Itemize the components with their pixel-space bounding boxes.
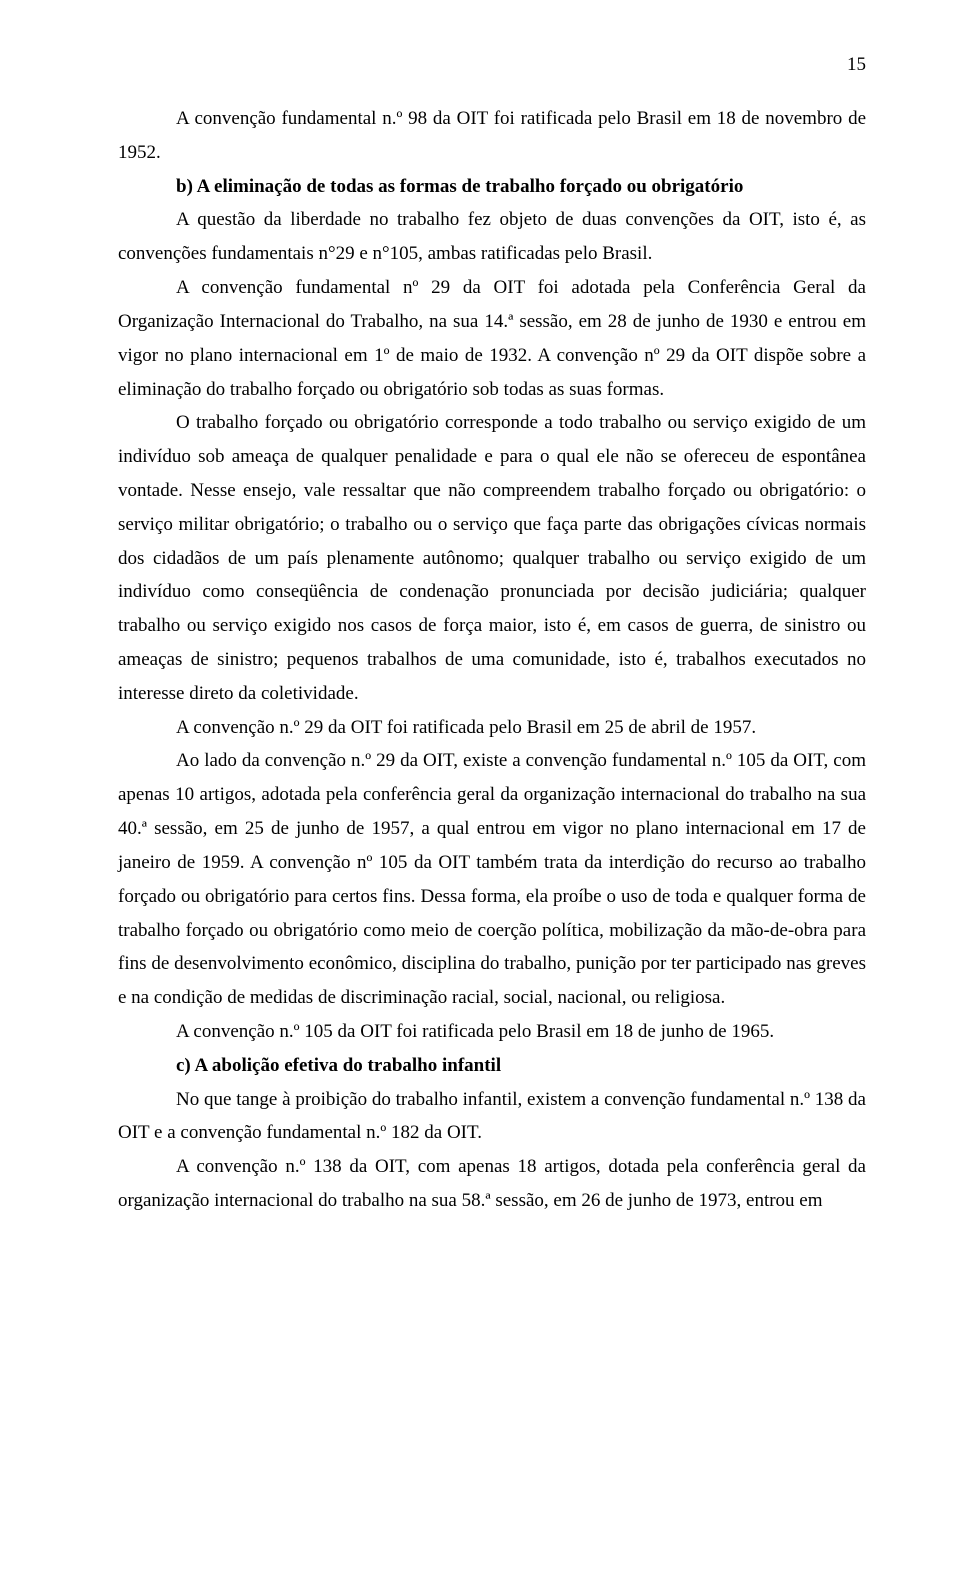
paragraph: A convenção n.º 138 da OIT, com apenas 1… [118,1150,866,1218]
paragraph: O trabalho forçado ou obrigatório corres… [118,406,866,710]
page-number: 15 [847,54,866,76]
paragraph: A convenção n.º 29 da OIT foi ratificada… [118,711,866,745]
page-body: A convenção fundamental n.º 98 da OIT fo… [118,102,866,1218]
paragraph: A convenção n.º 105 da OIT foi ratificad… [118,1015,866,1049]
document-page: 15 A convenção fundamental n.º 98 da OIT… [0,0,960,1572]
paragraph: b) A eliminação de todas as formas de tr… [118,170,866,204]
paragraph: No que tange à proibição do trabalho inf… [118,1083,866,1151]
paragraph: Ao lado da convenção n.º 29 da OIT, exis… [118,744,866,1015]
paragraph: A questão da liberdade no trabalho fez o… [118,203,866,271]
paragraph: A convenção fundamental nº 29 da OIT foi… [118,271,866,406]
paragraph: A convenção fundamental n.º 98 da OIT fo… [118,102,866,170]
paragraph: c) A abolição efetiva do trabalho infant… [118,1049,866,1083]
